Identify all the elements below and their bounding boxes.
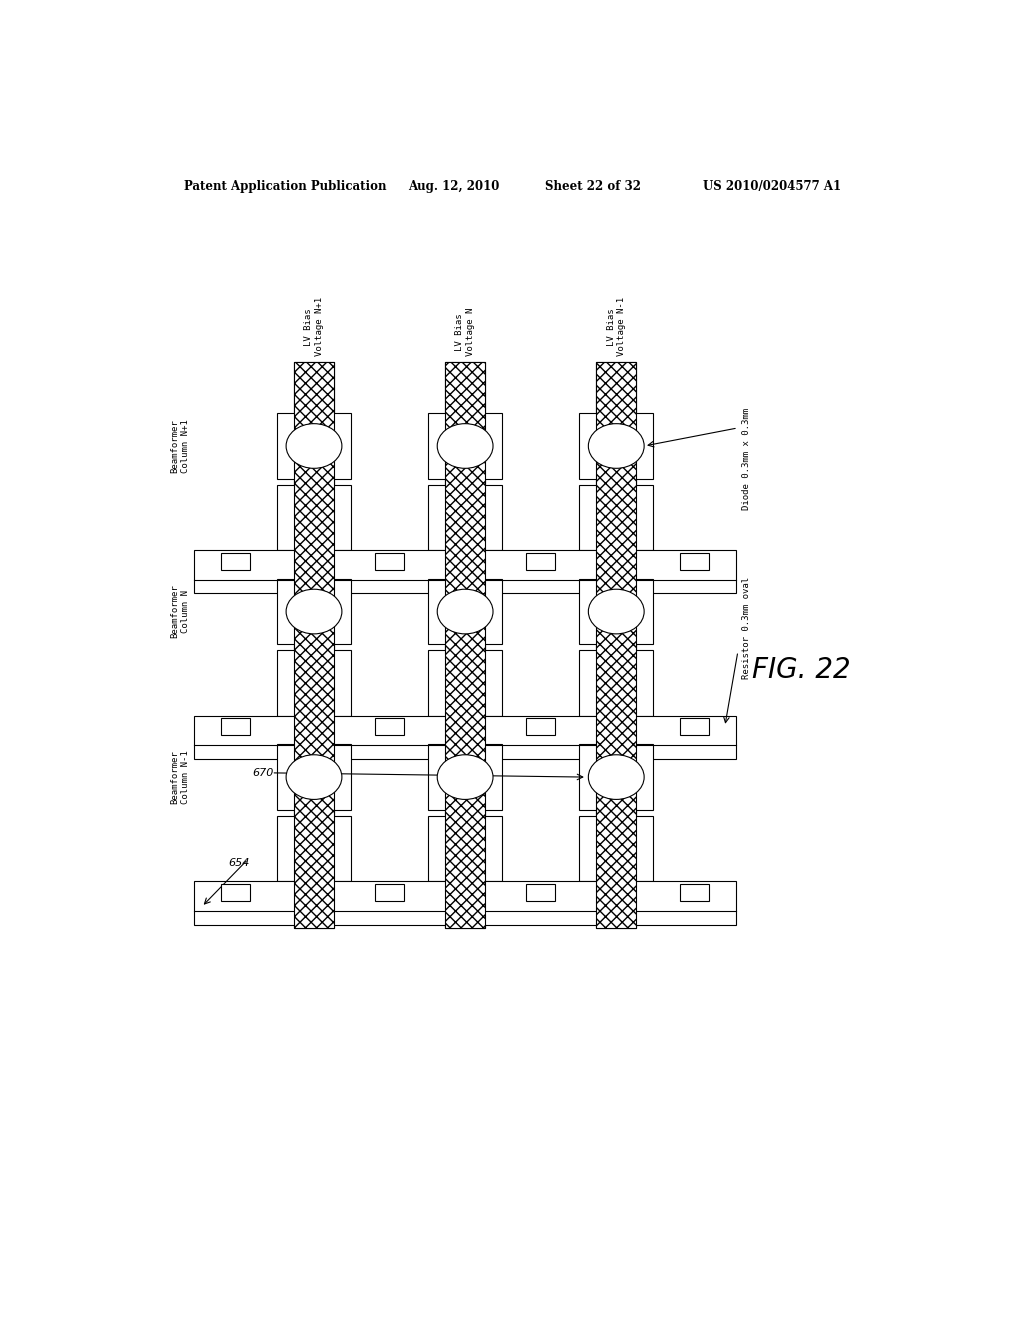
Bar	[194, 882, 736, 924]
Bar	[428, 579, 502, 644]
Ellipse shape	[437, 424, 493, 469]
Text: Patent Application Publication: Patent Application Publication	[183, 180, 386, 193]
Bar	[680, 553, 710, 570]
Bar	[375, 718, 404, 735]
Bar	[428, 651, 502, 715]
Bar	[428, 744, 502, 810]
Bar	[221, 884, 250, 900]
Text: FIG. 22: FIG. 22	[752, 656, 851, 685]
Bar	[221, 718, 250, 735]
Bar	[580, 651, 653, 715]
Text: Beamformer
Column N: Beamformer Column N	[171, 585, 190, 639]
Bar	[428, 413, 502, 479]
Bar	[526, 553, 555, 570]
Bar	[294, 363, 334, 928]
Ellipse shape	[589, 589, 644, 634]
Text: Sheet 22 of 32: Sheet 22 of 32	[545, 180, 641, 193]
Text: Aug. 12, 2010: Aug. 12, 2010	[409, 180, 500, 193]
Bar	[428, 816, 502, 882]
Ellipse shape	[286, 589, 342, 634]
Bar	[194, 550, 736, 594]
Bar	[526, 718, 555, 735]
Text: 670: 670	[252, 768, 273, 777]
Ellipse shape	[437, 589, 493, 634]
Text: LV Bias
Voltage N: LV Bias Voltage N	[456, 308, 475, 356]
Bar	[194, 715, 736, 759]
Ellipse shape	[589, 424, 644, 469]
Bar	[596, 363, 636, 928]
Bar	[526, 884, 555, 900]
Text: Resistor 0.3mm oval: Resistor 0.3mm oval	[741, 577, 751, 680]
Bar	[278, 816, 351, 882]
Text: LV Bias
Voltage N-1: LV Bias Voltage N-1	[606, 297, 626, 356]
Text: LV Bias
Voltage N+1: LV Bias Voltage N+1	[304, 297, 324, 356]
Ellipse shape	[437, 755, 493, 800]
Text: 654: 654	[228, 858, 250, 869]
Bar	[680, 884, 710, 900]
Ellipse shape	[286, 424, 342, 469]
Bar	[680, 718, 710, 735]
Bar	[278, 413, 351, 479]
Bar	[375, 884, 404, 900]
Text: Beamformer
Column N+1: Beamformer Column N+1	[171, 420, 190, 473]
Text: Beamformer
Column N-1: Beamformer Column N-1	[171, 750, 190, 804]
Bar	[294, 363, 334, 928]
Ellipse shape	[286, 755, 342, 800]
Bar	[580, 579, 653, 644]
Bar	[445, 363, 485, 928]
Bar	[580, 413, 653, 479]
Bar	[428, 484, 502, 550]
Ellipse shape	[589, 755, 644, 800]
Bar	[278, 579, 351, 644]
Bar	[278, 744, 351, 810]
Bar	[278, 651, 351, 715]
Bar	[375, 553, 404, 570]
Text: US 2010/0204577 A1: US 2010/0204577 A1	[703, 180, 841, 193]
Bar	[278, 484, 351, 550]
Bar	[580, 744, 653, 810]
Bar	[221, 553, 250, 570]
Bar	[580, 816, 653, 882]
Text: Diode 0.3mm x 0.3mm: Diode 0.3mm x 0.3mm	[741, 408, 751, 510]
Bar	[580, 484, 653, 550]
Bar	[596, 363, 636, 928]
Bar	[445, 363, 485, 928]
